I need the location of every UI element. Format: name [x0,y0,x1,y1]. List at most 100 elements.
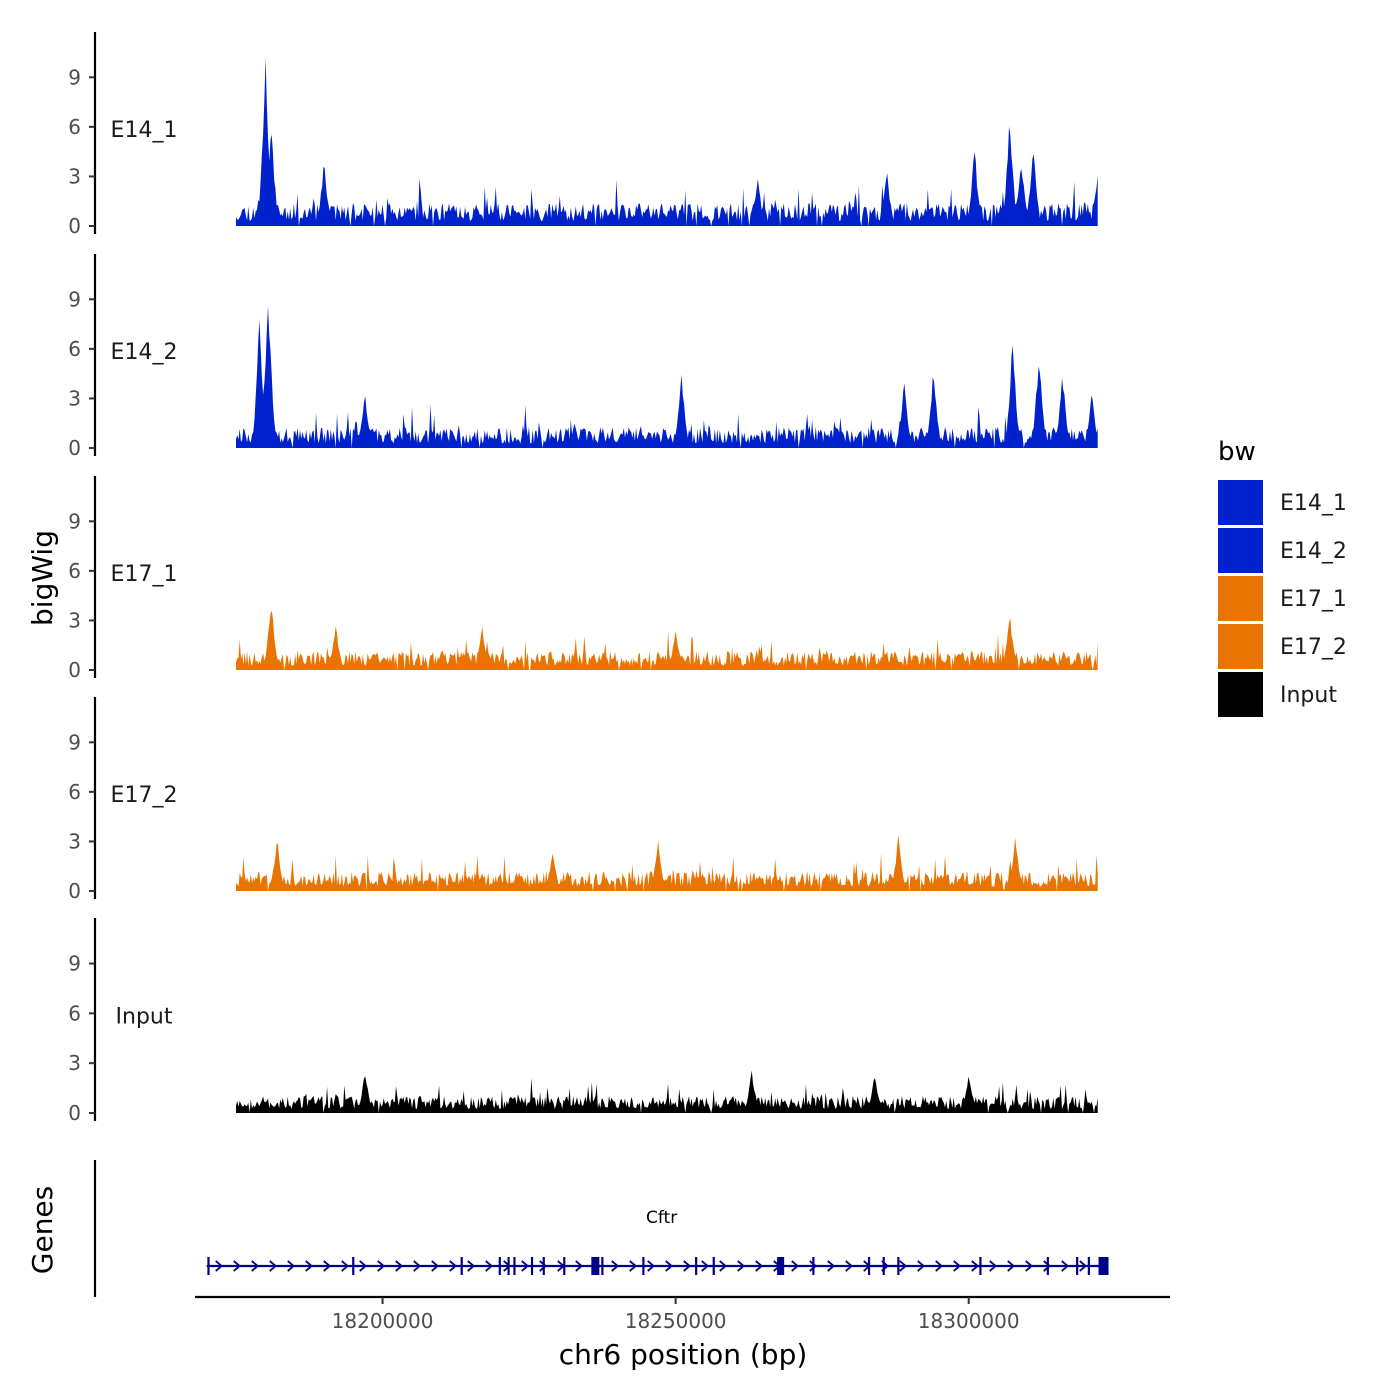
gene-exon [207,1257,210,1275]
y-tick-label: 6 [68,780,81,804]
strand-arrow [845,1260,854,1272]
strand-arrow [611,1260,620,1272]
y-tick-label: 6 [68,115,81,139]
gene-exon [460,1257,463,1275]
y-tick-label: 3 [68,1051,81,1075]
y-tick-label: 3 [68,608,81,632]
legend-swatch-E17_2 [1218,624,1263,669]
strand-arrow [575,1260,584,1272]
gene-exon [563,1257,566,1275]
legend-items: E14_1 E14_2 E17_1 E17_2 Input [1218,480,1347,717]
gene-exon [882,1257,885,1275]
strand-arrow [683,1260,692,1272]
legend: bw E14_1 E14_2 E17_1 E17_2 Input [1218,437,1347,717]
y-tick-label: 3 [68,386,81,410]
strand-arrow [215,1260,224,1272]
strand-arrow [629,1260,638,1272]
y-tick-label: 6 [68,1001,81,1025]
legend-swatch-Input [1218,672,1263,717]
strand-arrow [719,1260,728,1272]
strand-arrow [737,1260,746,1272]
legend-swatch-E17_1 [1218,576,1263,621]
strand-arrow [1043,1260,1052,1272]
gene-exon [897,1257,900,1275]
gene-exon [1098,1257,1109,1275]
y-tick-label: 9 [68,509,81,533]
track-label-E17_1: E17_1 [111,562,178,587]
legend-title: bw [1218,437,1256,467]
strand-arrow [413,1260,422,1272]
strand-arrow [917,1260,926,1272]
axes: 0 3 6 9 E14_1 0 3 6 9 E14_2 0 3 6 9 E17_1 0 3 6 9 E17_2 0 3 6 9… [68,32,1170,1333]
track-label-Input: Input [116,1004,173,1029]
y-tick-label: 0 [68,214,81,238]
gene-exon [530,1257,534,1275]
x-tick-label: 18200000 [332,1309,434,1333]
legend-swatch-E14_1 [1218,480,1263,525]
gene-exon [513,1257,516,1275]
track-label-E14_2: E14_2 [111,340,178,365]
strand-arrow [971,1260,980,1272]
gene-exon [867,1257,871,1275]
strand-arrow [755,1260,764,1272]
strand-arrow [323,1260,332,1272]
strand-arrow [1079,1260,1088,1272]
strand-arrow [701,1260,710,1272]
gene-exon [352,1257,355,1275]
gene-exon [591,1257,600,1275]
x-axis-title: chr6 position (bp) [559,1338,808,1371]
strand-arrow [827,1260,836,1272]
gene-exon [695,1257,698,1275]
genes-axis-title: Genes [26,1186,59,1274]
strand-arrow [395,1260,404,1272]
y-tick-label: 6 [68,337,81,361]
strand-arrow [1025,1260,1034,1272]
y-axis-title: bigWig [26,530,59,626]
strand-arrow [503,1260,512,1272]
legend-label-E17_2: E17_2 [1280,635,1347,660]
signal-area-E14_1 [236,57,1098,226]
gene-exon [642,1257,645,1275]
signal-area-E17_1 [236,610,1098,670]
strand-arrow [467,1260,476,1272]
strand-arrow [953,1260,962,1272]
gene-exon [1076,1257,1079,1275]
gene-exon [979,1257,982,1275]
x-tick-label: 18300000 [918,1309,1020,1333]
legend-label-Input: Input [1280,683,1337,708]
strand-arrow [287,1260,296,1272]
signal-area-Input [236,1070,1098,1113]
y-tick-label: 3 [68,829,81,853]
strand-arrow [539,1260,548,1272]
signal-area-E14_2 [236,306,1098,448]
strand-arrow [305,1260,314,1272]
y-tick-label: 0 [68,436,81,460]
strand-arrow [1061,1260,1070,1272]
y-tick-label: 9 [68,952,81,976]
strand-arrow [449,1260,458,1272]
strand-arrow [665,1260,674,1272]
strand-arrow [359,1260,368,1272]
strand-arrow [341,1260,350,1272]
y-tick-label: 9 [68,730,81,754]
gene-exon [712,1257,715,1275]
gene-exon [601,1257,604,1275]
gene-exon [498,1257,501,1275]
strand-arrow [935,1260,944,1272]
gene-label-Cftr: Cftr [646,1208,677,1228]
legend-label-E14_1: E14_1 [1280,491,1347,516]
strand-arrow [647,1260,656,1272]
y-tick-label: 9 [68,65,81,89]
gene-exon [812,1257,815,1275]
y-tick-label: 0 [68,1101,81,1125]
signal-tracks: Cftr [206,57,1109,1275]
gene-exon [1087,1257,1090,1275]
track-label-E14_1: E14_1 [111,118,178,143]
gene-exon [507,1257,510,1275]
y-tick-label: 0 [68,658,81,682]
gene-exon [542,1257,545,1275]
gene-exon [1046,1257,1049,1275]
strand-arrow [431,1260,440,1272]
y-tick-label: 0 [68,879,81,903]
